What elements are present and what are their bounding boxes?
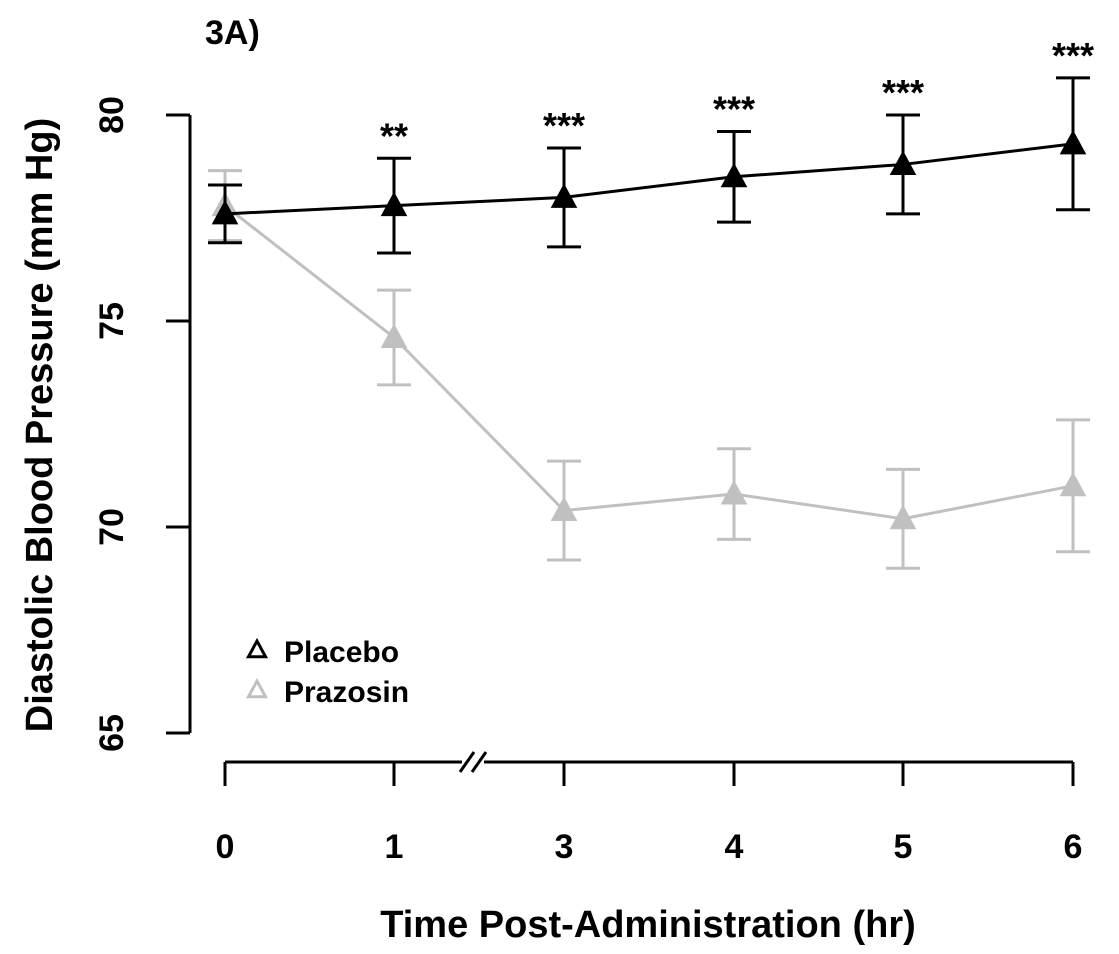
x-tick-label: 0 xyxy=(216,828,235,866)
legend: Placebo Prazosin xyxy=(245,636,409,709)
x-axis: 0 1 3 4 5 6 xyxy=(216,751,1083,866)
series-prazosin xyxy=(208,169,1090,570)
data-point xyxy=(380,323,408,348)
x-tick-label: 5 xyxy=(894,828,913,866)
legend-marker xyxy=(245,637,269,659)
y-tick-label: 65 xyxy=(93,714,131,752)
x-tick-label: 1 xyxy=(385,828,404,866)
data-point xyxy=(1059,129,1087,155)
data-point xyxy=(720,162,748,188)
x-tick-label: 6 xyxy=(1064,828,1083,866)
data-point xyxy=(889,150,917,175)
series-line xyxy=(224,204,1074,521)
legend-marker xyxy=(245,677,269,699)
data-point xyxy=(889,504,917,530)
y-tick-label: 80 xyxy=(93,96,131,134)
series-layer xyxy=(208,76,1090,570)
series-placebo xyxy=(208,76,1090,255)
significance-label: *** xyxy=(543,105,585,146)
legend-label: Placebo xyxy=(284,636,399,669)
data-point xyxy=(550,183,578,208)
legend-item-placebo: Placebo xyxy=(245,636,399,669)
significance-label: *** xyxy=(882,72,924,113)
data-point xyxy=(211,199,239,225)
significance-label: *** xyxy=(1052,35,1094,76)
y-tick-label: 70 xyxy=(93,508,131,546)
x-tick-label: 4 xyxy=(725,828,744,866)
y-axis: 65 70 75 80 xyxy=(93,96,192,752)
significance-layer: ** *** *** ****** xyxy=(380,35,1094,156)
significance-label: *** xyxy=(713,88,755,129)
y-tick-label: 75 xyxy=(93,302,131,340)
data-point xyxy=(720,480,748,505)
data-point xyxy=(380,191,408,217)
x-axis-title: Time Post-Administration (hr) xyxy=(380,904,916,946)
y-axis-title: Diastolic Blood Pressure (mm Hg) xyxy=(19,118,61,732)
panel-label: 3A) xyxy=(205,14,260,52)
data-point xyxy=(1059,471,1087,497)
legend-item-prazosin: Prazosin xyxy=(245,676,409,709)
legend-label: Prazosin xyxy=(284,676,409,709)
x-axis-break xyxy=(458,751,488,773)
significance-label: ** xyxy=(380,115,408,156)
data-point xyxy=(550,496,578,522)
x-tick-label: 3 xyxy=(555,828,574,866)
series-line xyxy=(224,142,1074,216)
